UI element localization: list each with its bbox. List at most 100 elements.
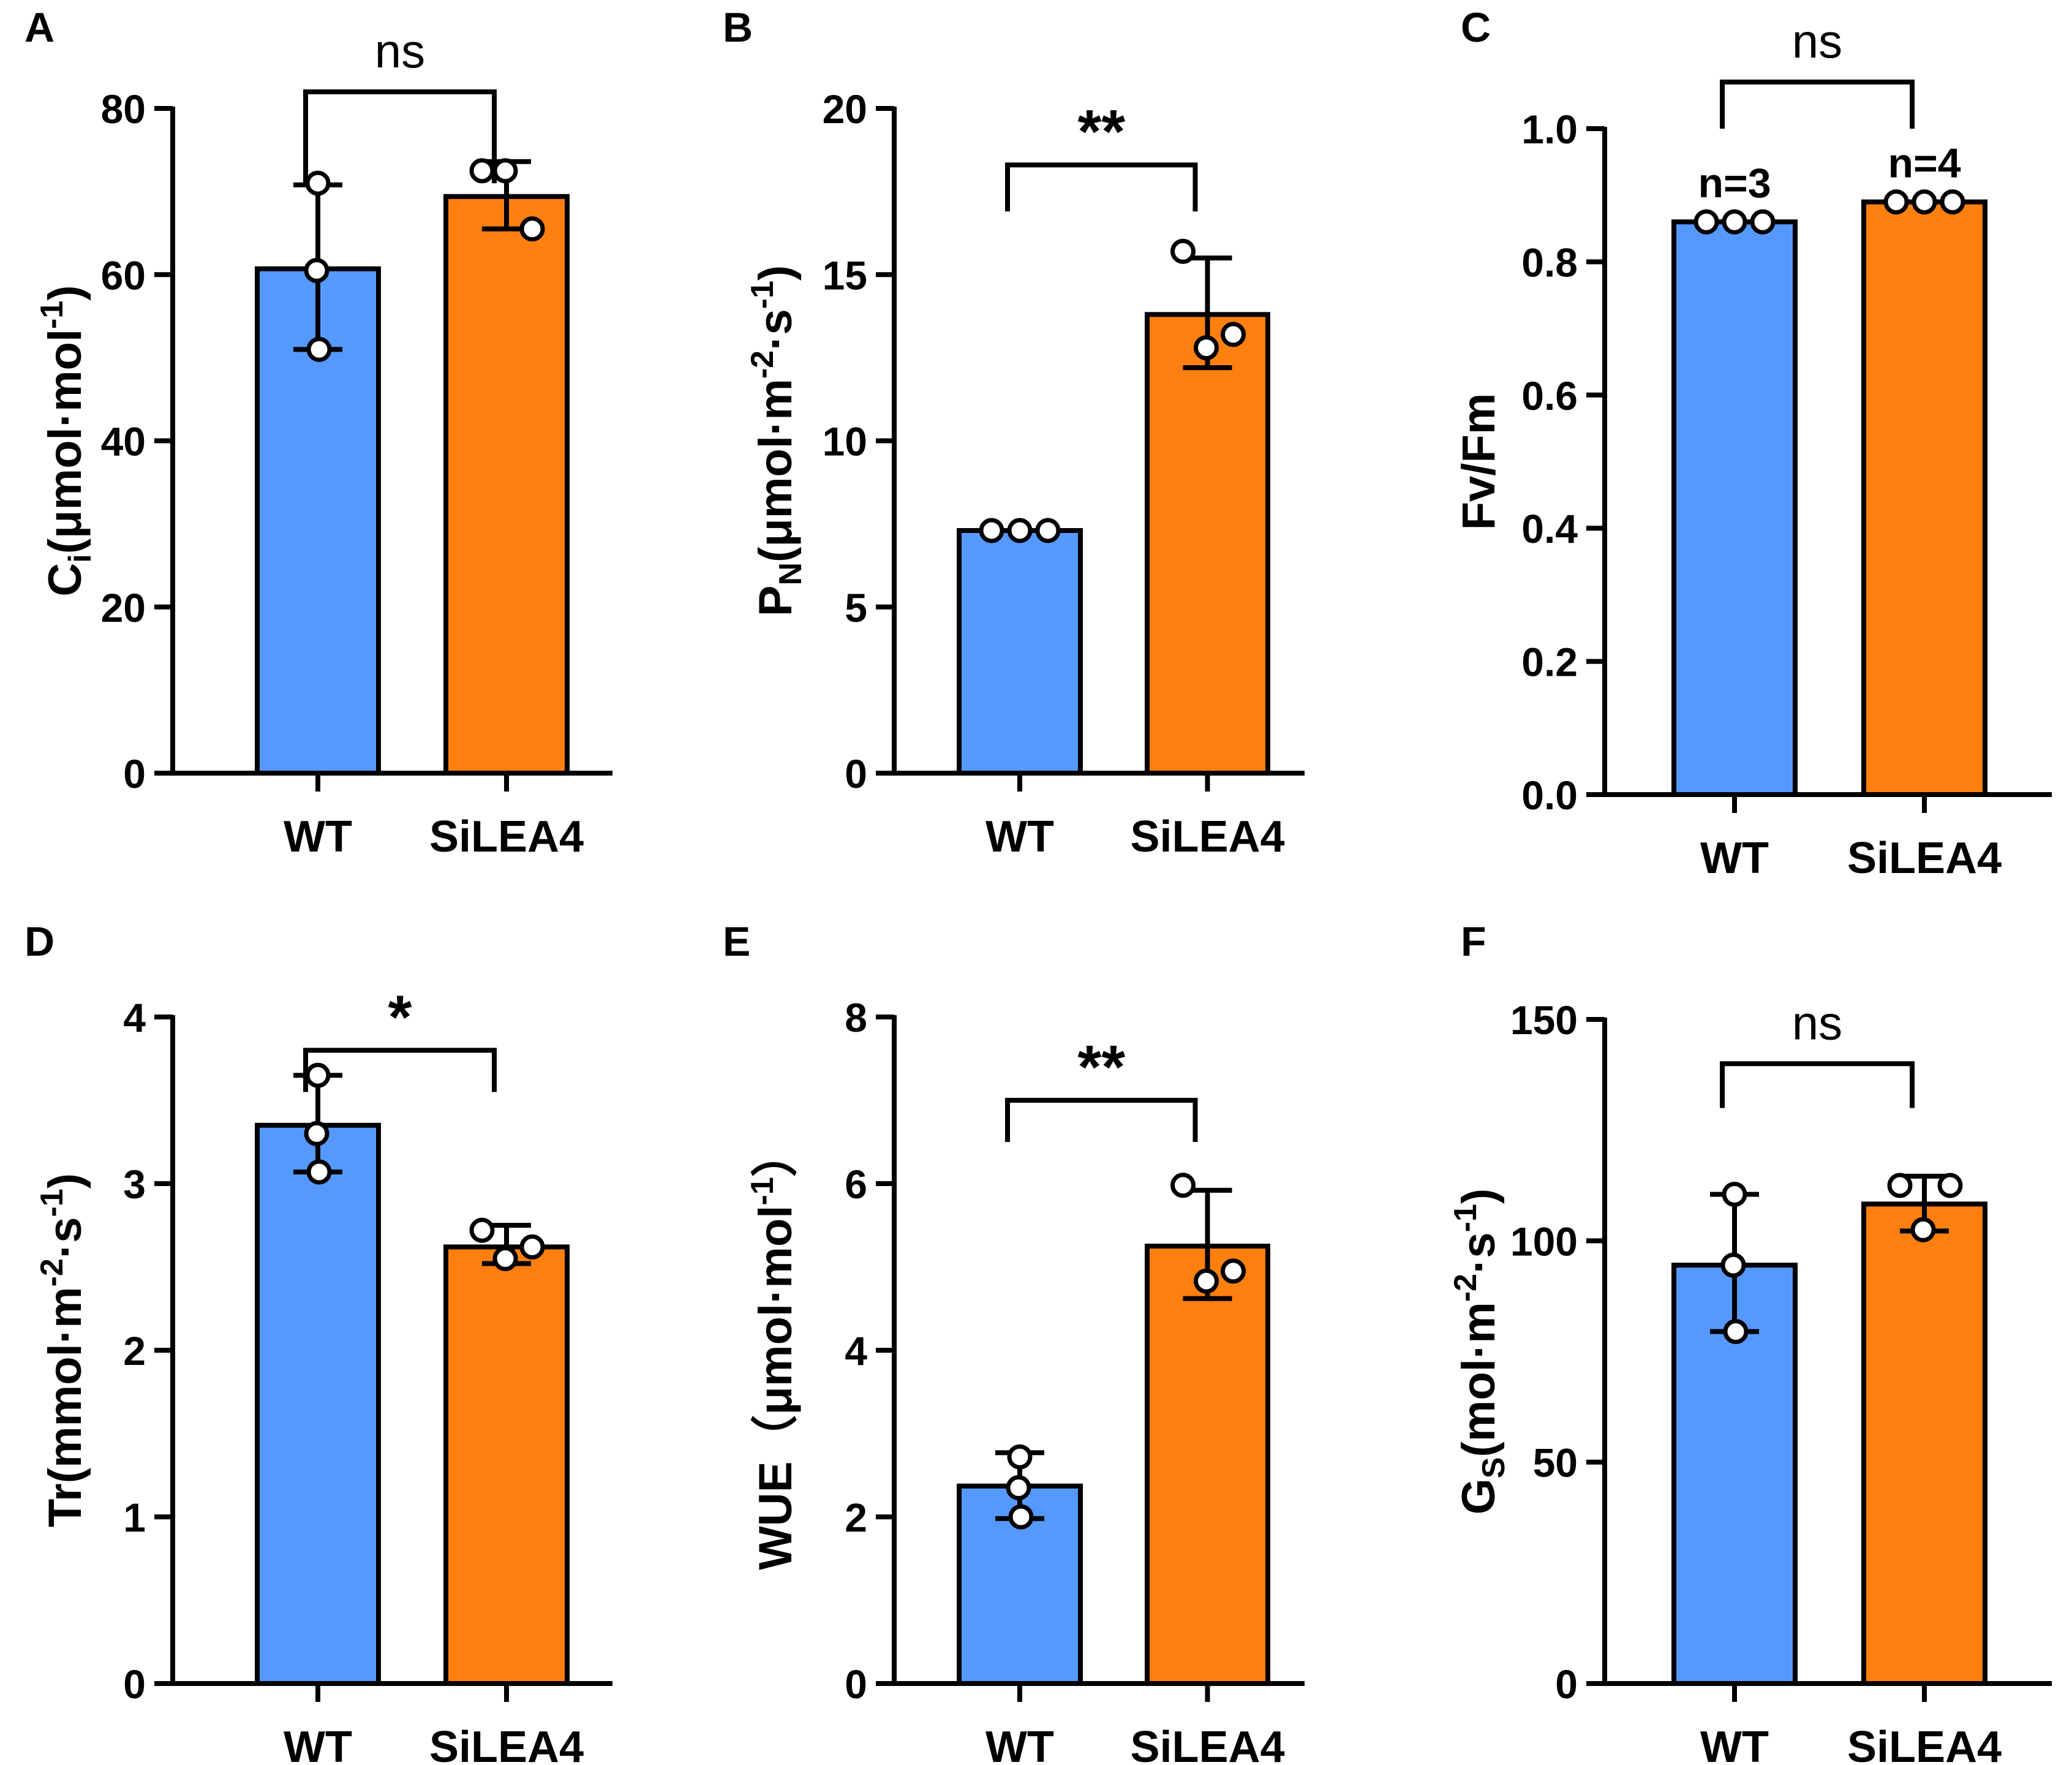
significance-bracket bbox=[303, 89, 497, 184]
y-title-unit2: ·s bbox=[1453, 1232, 1505, 1274]
y-tick-label: 3 bbox=[123, 1162, 146, 1207]
y-title-unit: （μmol·mol bbox=[750, 1205, 802, 1461]
bar-silea4 bbox=[1145, 1244, 1270, 1686]
data-point bbox=[305, 1062, 331, 1088]
data-point bbox=[1723, 1318, 1749, 1344]
data-point bbox=[1887, 1173, 1913, 1198]
y-title-sup2: -1 bbox=[745, 281, 780, 309]
y-tick-label: 100 bbox=[1510, 1219, 1578, 1264]
y-axis-title: Fv/Fm bbox=[1453, 393, 1505, 531]
bar-wt bbox=[255, 1122, 381, 1687]
panel-letter: A bbox=[24, 4, 55, 51]
data-point bbox=[1720, 1252, 1746, 1278]
data-point bbox=[1883, 189, 1909, 215]
data-point bbox=[979, 518, 1004, 543]
y-title-sup2: -1 bbox=[34, 1189, 70, 1217]
y-title-sub: N bbox=[773, 562, 808, 586]
data-point bbox=[1007, 1444, 1033, 1470]
data-point bbox=[1722, 209, 1747, 235]
panel-letter: E bbox=[723, 918, 750, 965]
x-tick-label: WT bbox=[284, 812, 352, 861]
significance-label: ** bbox=[1077, 97, 1125, 166]
x-tick-label: SiLEA4 bbox=[429, 812, 584, 861]
y-title-main: Tr bbox=[39, 1483, 91, 1527]
panel-letter: C bbox=[1461, 4, 1491, 51]
y-title-tail: ) bbox=[39, 1173, 91, 1189]
panel-f: F 0 50 100 150 GS(mol·m-2·s-1) WT SiLEA4 ns bbox=[1448, 918, 2052, 1765]
y-tick-label: 0 bbox=[1555, 1661, 1578, 1707]
y-axis-title: PN(μmol·m-2·s-1) bbox=[745, 265, 808, 616]
y-tick-label: 0 bbox=[123, 751, 146, 796]
panel-a: A 0 20 40 60 80 Ci(μmol·mol-1) WT SiLEA4 ns bbox=[24, 4, 612, 861]
y-axis-title: Tr(mmol·m-2·s-1) bbox=[34, 1173, 91, 1527]
y-tick-label: 4 bbox=[845, 1328, 867, 1374]
y-title-main: WUE bbox=[750, 1461, 802, 1570]
bar-wt bbox=[957, 527, 1083, 776]
x-tick-label: WT bbox=[284, 1723, 352, 1765]
bar-silea4 bbox=[1861, 199, 1987, 797]
y-axis-title: WUE（μmol·mol-1） bbox=[745, 1130, 802, 1570]
y-title-sup: -1 bbox=[745, 1177, 780, 1205]
data-point bbox=[469, 1217, 495, 1243]
y-title-main: P bbox=[750, 586, 802, 617]
y-axis-title: Ci(μmol·mol-1) bbox=[34, 285, 98, 596]
x-tick-label: WT bbox=[1700, 834, 1769, 883]
data-point bbox=[1035, 518, 1061, 543]
panel-letter: B bbox=[723, 4, 753, 51]
y-tick-label: 0.4 bbox=[1521, 506, 1578, 551]
y-tick-label: 8 bbox=[845, 995, 867, 1040]
data-point bbox=[519, 216, 545, 242]
data-point bbox=[1194, 335, 1219, 361]
panel-d: D 0 1 2 3 4 Tr(mmol·m-2·s-1) WT SiLEA4 * bbox=[24, 918, 612, 1765]
y-title-main: G bbox=[1453, 1478, 1505, 1514]
y-tick-label: 80 bbox=[101, 86, 146, 132]
y-tick-label: 1.0 bbox=[1521, 107, 1578, 152]
data-point bbox=[304, 1121, 330, 1146]
x-tick-label: WT bbox=[985, 1723, 1054, 1765]
significance-bracket bbox=[1720, 79, 1915, 129]
significance-bracket bbox=[303, 1048, 497, 1092]
data-point bbox=[305, 170, 331, 196]
y-title-main: C bbox=[39, 563, 91, 597]
y-tick-label: 60 bbox=[101, 252, 146, 298]
y-tick-label: 0.8 bbox=[1521, 240, 1578, 285]
y-tick-label: 20 bbox=[101, 585, 146, 630]
significance-label: ns bbox=[375, 24, 425, 78]
y-title-unit: (mmol·m bbox=[39, 1287, 91, 1483]
n-label: n=4 bbox=[1888, 140, 1961, 187]
data-point bbox=[1194, 1268, 1219, 1294]
data-point bbox=[1006, 1475, 1031, 1500]
data-point bbox=[469, 158, 495, 184]
y-tick-label: 6 bbox=[845, 1162, 867, 1207]
y-tick-label: 4 bbox=[123, 995, 146, 1040]
y-title-tail: ） bbox=[750, 1130, 802, 1177]
data-point bbox=[304, 257, 330, 283]
data-point bbox=[306, 1159, 332, 1185]
data-point bbox=[1940, 189, 1965, 215]
y-title-tail: ) bbox=[1453, 1189, 1505, 1204]
y-title-sub: S bbox=[1476, 1457, 1512, 1478]
y-tick-label: 0 bbox=[123, 1661, 146, 1707]
data-point bbox=[1693, 209, 1719, 235]
y-title-sup: -2 bbox=[745, 350, 780, 379]
data-point bbox=[1937, 1173, 1963, 1198]
y-title-unit2: ·s bbox=[750, 309, 802, 350]
data-point bbox=[1750, 209, 1776, 235]
significance-label: ** bbox=[1077, 1033, 1125, 1102]
data-point bbox=[492, 1245, 518, 1271]
data-point bbox=[1910, 1217, 1936, 1242]
x-tick-label: SiLEA4 bbox=[1847, 834, 2002, 883]
data-point bbox=[1007, 518, 1033, 543]
y-title-unit: (μmol·m bbox=[750, 379, 802, 562]
significance-label: ns bbox=[1792, 14, 1842, 68]
y-title-sup2: -1 bbox=[1448, 1204, 1483, 1232]
panel-b: B 0 5 10 15 20 PN(μmol·m-2·s-1) WT SiLEA4 ** bbox=[723, 4, 1305, 861]
significance-bracket bbox=[1005, 162, 1198, 212]
y-tick-label: 40 bbox=[101, 419, 146, 464]
y-tick-label: 0.2 bbox=[1521, 640, 1578, 685]
y-tick-label: 0 bbox=[845, 751, 867, 796]
data-point bbox=[1170, 238, 1196, 264]
y-tick-label: 150 bbox=[1510, 997, 1578, 1043]
significance-bracket bbox=[1720, 1061, 1915, 1108]
y-title-main: Fv/Fm bbox=[1453, 393, 1505, 531]
